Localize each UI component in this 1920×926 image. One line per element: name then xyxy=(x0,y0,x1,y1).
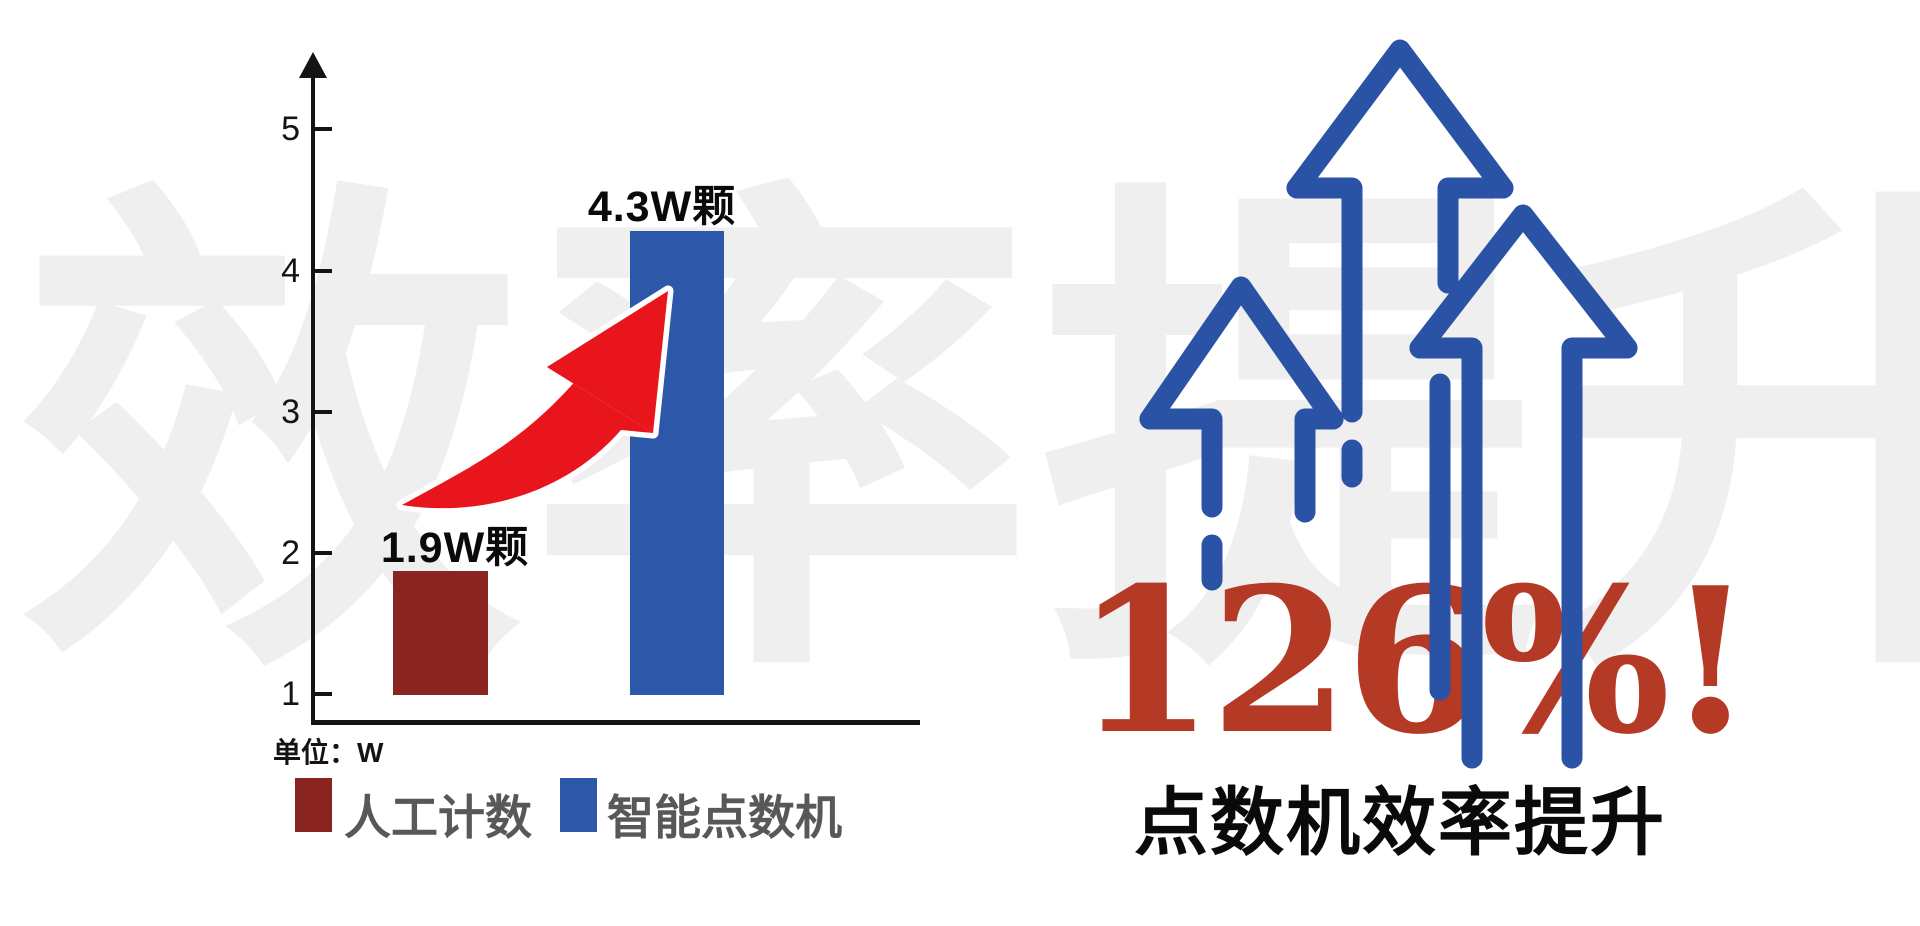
value-label-smart: 4.3W颗 xyxy=(587,183,737,231)
y-axis-line xyxy=(311,72,315,723)
triple-up-arrows-icon xyxy=(1139,39,1638,769)
bar-manual-counting xyxy=(393,571,488,695)
percentage-headline: 126%! xyxy=(1075,544,1754,779)
watermark-text: 效率提升 xyxy=(18,158,1920,722)
y-tick-mark xyxy=(315,692,332,696)
y-tick-label: 5 xyxy=(281,110,300,148)
unit-label: 单位：W xyxy=(273,737,384,768)
legend-label-manual: 人工计数 xyxy=(344,791,532,844)
y-tick-label: 1 xyxy=(281,675,300,713)
y-tick-mark xyxy=(315,410,332,414)
caption-text: 点数机效率提升 xyxy=(1134,781,1666,864)
x-axis-line xyxy=(311,720,920,725)
y-tick-mark xyxy=(315,551,332,555)
y-tick-label: 4 xyxy=(281,252,300,290)
y-tick-mark xyxy=(315,269,332,273)
rise-swoosh-arrow-icon xyxy=(396,285,674,514)
legend-label-smart: 智能点数机 xyxy=(607,791,842,844)
value-label-manual: 1.9W颗 xyxy=(380,524,530,572)
legend-swatch-manual xyxy=(295,778,332,832)
y-tick-label: 3 xyxy=(281,393,300,431)
legend-swatch-smart xyxy=(560,778,597,832)
y-tick-label: 2 xyxy=(281,534,300,572)
y-tick-mark xyxy=(315,127,332,131)
